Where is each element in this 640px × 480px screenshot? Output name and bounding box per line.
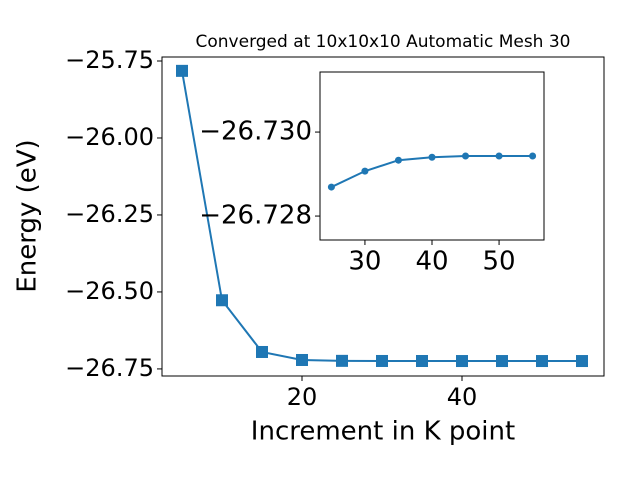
marker xyxy=(576,355,588,368)
x-tick-label: 30 xyxy=(348,247,381,277)
x-tick-label: 20 xyxy=(287,383,318,411)
marker xyxy=(529,152,537,160)
axes-frame xyxy=(319,71,545,241)
y-axis-label: Energy (eV) xyxy=(13,139,43,292)
x-tick-label: 40 xyxy=(447,383,478,411)
marker xyxy=(428,153,436,161)
y-tick-label: −26.728 xyxy=(199,201,312,231)
chart-title: Converged at 10x10x10 Automatic Mesh 30 xyxy=(196,32,571,52)
y-tick-label: −26.25 xyxy=(65,200,154,228)
y-tick-label: −26.50 xyxy=(65,277,154,305)
x-tick-label: 50 xyxy=(483,247,516,277)
y-tick-label: −26.730 xyxy=(199,117,312,147)
marker xyxy=(336,354,348,367)
marker xyxy=(176,64,188,77)
marker xyxy=(496,355,508,368)
marker xyxy=(536,355,548,368)
y-tick-label: −26.00 xyxy=(65,123,154,151)
y-tick-label: −25.75 xyxy=(65,46,154,74)
marker xyxy=(216,294,228,307)
marker xyxy=(394,156,402,164)
marker xyxy=(376,354,388,367)
x-tick-label: 40 xyxy=(415,247,448,277)
marker xyxy=(416,355,428,368)
marker xyxy=(327,183,335,191)
marker xyxy=(256,345,268,358)
x-axis-label: Increment in K point xyxy=(251,417,515,447)
marker xyxy=(456,355,468,368)
marker xyxy=(361,167,369,175)
axes-frame xyxy=(161,56,605,377)
marker xyxy=(296,353,308,366)
marker xyxy=(495,152,503,160)
marker xyxy=(462,152,470,160)
y-tick-label: −26.75 xyxy=(65,354,154,382)
